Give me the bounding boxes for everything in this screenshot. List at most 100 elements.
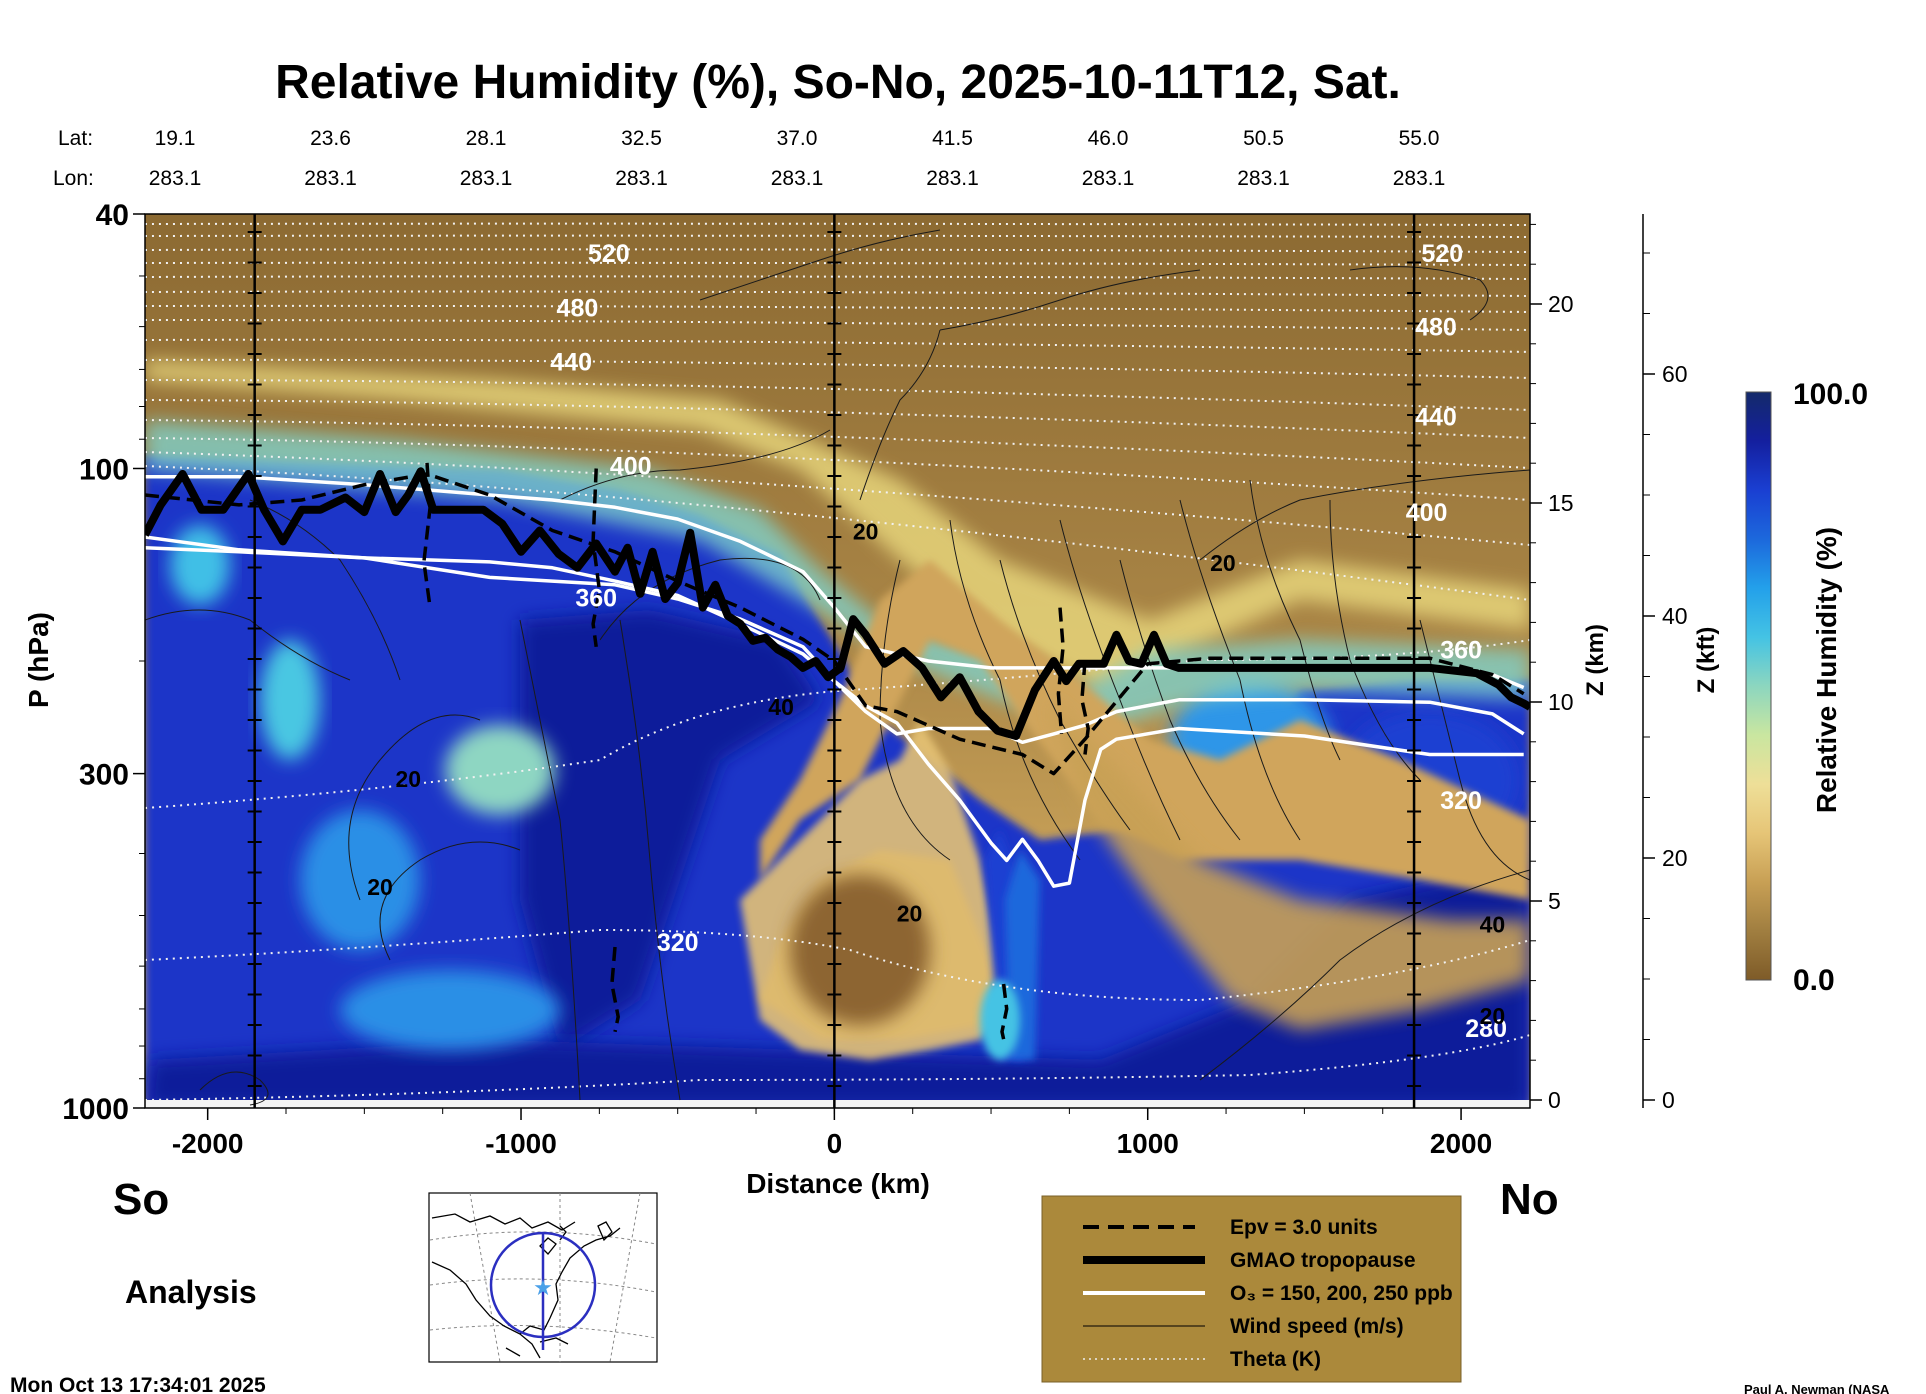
- legend-label-wind: Wind speed (m/s): [1230, 1315, 1404, 1338]
- wind-contour: [1249, 479, 1341, 761]
- epv-contour: [1080, 660, 1090, 755]
- legend-label-ozone: O₃ = 150, 200, 250 ppb: [1230, 1282, 1453, 1305]
- timestamp: Mon Oct 13 17:34:01 2025: [10, 1374, 266, 1394]
- y-tick-label: 40: [96, 199, 129, 232]
- tropopause-path: [145, 467, 1530, 740]
- ozone-contour-200: [145, 545, 1525, 745]
- epv-contour: [610, 946, 620, 1033]
- lon-label: 283.1: [615, 167, 668, 190]
- wind-contour: [199, 1071, 269, 1106]
- z-km-tick-label: 0: [1548, 1087, 1561, 1113]
- lat-label: 41.5: [932, 127, 973, 150]
- lon-label: 283.1: [304, 167, 357, 190]
- theta-line: [145, 319, 1530, 331]
- theta-line: [145, 290, 1530, 297]
- theta-label: 520: [1421, 240, 1463, 268]
- theta-line: [145, 379, 1530, 411]
- vertical-markers: [247, 214, 1422, 1108]
- z-kft-axis: 0 20 40 60: [1642, 214, 1688, 1113]
- epv-contour: [591, 468, 602, 648]
- wind-contour: [379, 841, 521, 961]
- z-kft-tick-label: 60: [1662, 361, 1688, 387]
- theta-line: [145, 451, 1530, 546]
- wind-contour: [145, 609, 351, 681]
- theta-label: 320: [657, 929, 699, 957]
- wind-contour: [1179, 499, 1301, 841]
- lon-label: 283.1: [149, 167, 202, 190]
- theta-label: 520: [588, 240, 630, 268]
- colorbar-label: Relative Humidity (%): [1811, 527, 1842, 813]
- wind-contour: [519, 619, 581, 1101]
- theta-line: [145, 399, 1530, 439]
- theta-line: [145, 437, 1530, 501]
- theta-label: 360: [1440, 637, 1482, 665]
- lat-label: 19.1: [155, 127, 196, 150]
- wind-label: 40: [1480, 912, 1506, 938]
- wind-label: 20: [395, 766, 421, 792]
- x-tick-label: 0: [827, 1128, 843, 1159]
- lat-label: 46.0: [1088, 127, 1129, 150]
- legend: Epv = 3.0 units GMAO tropopause O₃ = 150…: [1041, 1195, 1462, 1383]
- epv-contour: [1000, 983, 1009, 1047]
- lat-lon-labels: 19.1 283.1 23.6 283.1 28.1 283.1 32.5 283.1 37.0…: [149, 127, 1446, 190]
- z-km-axis: 0 5 10 15 20: [1530, 223, 1574, 1113]
- y-tick-label: 100: [79, 453, 129, 486]
- contour-labels: 5204804404003603205204804404003603202802…: [367, 240, 1507, 1043]
- wind-contour: [939, 269, 1201, 331]
- colorbar: [1745, 391, 1772, 981]
- theta-label: 440: [550, 348, 592, 376]
- theta-label: 400: [610, 453, 652, 481]
- wind-contour: [249, 499, 401, 681]
- south-label: So: [113, 1175, 169, 1224]
- z-km-tick-label: 20: [1548, 291, 1574, 317]
- lon-label: 283.1: [460, 167, 513, 190]
- y-axis-label: P (hPa): [23, 612, 54, 708]
- tropopause-line: [145, 467, 1530, 740]
- theta-line: [145, 465, 1530, 601]
- lat-label: 28.1: [466, 127, 507, 150]
- wind-label: 20: [897, 901, 923, 927]
- wind-contour: [559, 429, 831, 501]
- lat-label: 23.6: [310, 127, 351, 150]
- theta-line: [145, 234, 1530, 238]
- wind-contour: [859, 329, 941, 501]
- lon-row-label: Lon:: [53, 167, 94, 190]
- theta-line: [145, 338, 1530, 353]
- wind-contour: [1059, 519, 1181, 841]
- wind-contour: [949, 519, 1081, 861]
- lat-label: 32.5: [621, 127, 662, 150]
- z-kft-label: Z (kft): [1693, 627, 1720, 694]
- colorbar-max: 100.0: [1793, 378, 1868, 411]
- theta-line: [145, 928, 1530, 1002]
- overlay-lines: [145, 214, 1530, 1108]
- wind-label: 40: [768, 694, 794, 720]
- theta-label: 480: [557, 294, 599, 322]
- wind-contour: [1199, 469, 1530, 561]
- wind-contour: [348, 714, 481, 901]
- credit: Paul A. Newman (NASA: [1744, 1382, 1890, 1394]
- wind-contour: [1349, 266, 1489, 321]
- north-label: No: [1500, 1175, 1559, 1224]
- legend-label-tropopause: GMAO tropopause: [1230, 1249, 1416, 1272]
- theta-line: [145, 261, 1530, 266]
- theta-label: 400: [1406, 499, 1448, 527]
- wind-contour: [699, 229, 941, 301]
- y-tick-label: 1000: [62, 1093, 129, 1126]
- z-kft-tick-label: 40: [1662, 603, 1688, 629]
- z-km-tick-label: 15: [1548, 490, 1574, 516]
- theta-label: 320: [1440, 787, 1482, 815]
- chart-title: Relative Humidity (%), So-No, 2025-10-11…: [275, 56, 1401, 109]
- theta-line: [145, 275, 1530, 280]
- epv-contour: [1056, 607, 1065, 735]
- x-axis-label: Distance (km): [746, 1168, 930, 1199]
- lon-label: 283.1: [1082, 167, 1135, 190]
- y-axis: 40 100 300 1000: [62, 199, 145, 1126]
- lat-label: 55.0: [1399, 127, 1440, 150]
- z-km-tick-label: 5: [1548, 888, 1561, 914]
- legend-label-theta: Theta (K): [1230, 1348, 1321, 1371]
- wind-label: 20: [1210, 550, 1236, 576]
- wind-contour: [1199, 869, 1530, 1081]
- x-tick-label: 2000: [1430, 1128, 1492, 1159]
- theta-contours: [145, 222, 1530, 1101]
- theta-label: 440: [1415, 404, 1457, 432]
